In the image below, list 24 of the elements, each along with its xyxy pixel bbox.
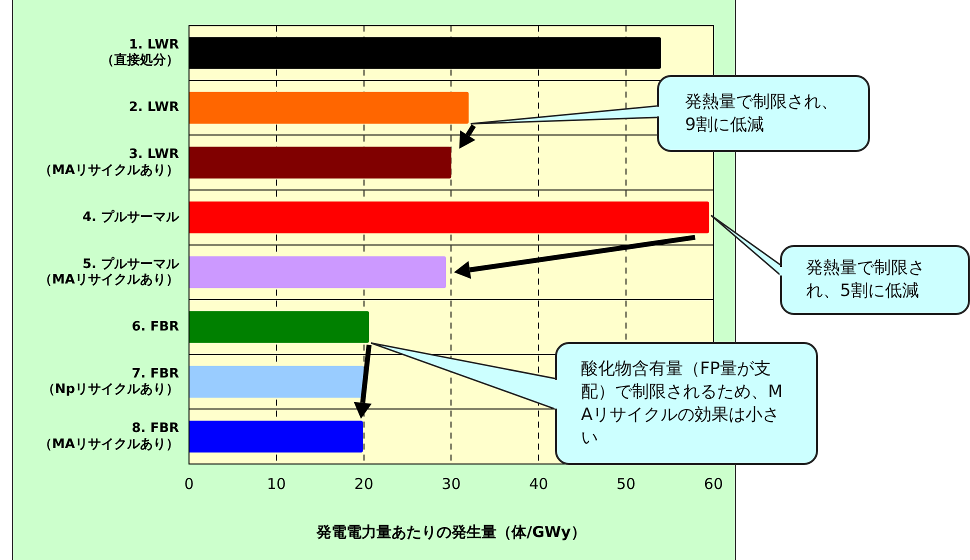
bar: [190, 420, 363, 452]
x-tick-label: 20: [354, 474, 374, 493]
x-tick-label: 10: [266, 474, 286, 493]
annotation: 発熱量で制限され、9割に低減: [685, 90, 839, 136]
y-tick-label: 6. FBR: [132, 319, 179, 334]
bar: [190, 256, 446, 288]
bar: [190, 92, 469, 124]
y-tick-label: 4. プルサーマル: [82, 208, 180, 225]
y-tick-label: 8. FBR（MAリサイクルあり）: [39, 421, 179, 452]
x-tick-label: 30: [442, 474, 461, 493]
y-tick-label: 7. FBR（Npリサイクルあり）: [42, 366, 179, 397]
y-tick-label: 5. プルサーマル（MAリサイクルあり）: [39, 256, 180, 288]
y-tick-label: 2. LWR: [128, 100, 179, 116]
x-tick-label: 50: [616, 474, 636, 493]
annotation: 酸化物含有量（FP量が支配）で制限されるため、MAリサイクルの効果は小さい: [581, 358, 784, 450]
x-tick-label: 0: [184, 474, 194, 493]
y-tick-label: 3. LWR（MAリサイクルあり）: [39, 147, 179, 178]
text: 発熱量で制限され、5割に低減: [806, 257, 926, 303]
x-axis-title: 発電電力量あたりの発生量（体/GWy）: [316, 522, 586, 541]
x-tick-label: 60: [704, 474, 724, 493]
x-tick-label: 40: [529, 474, 548, 493]
bar: [190, 146, 452, 178]
bar: [190, 311, 370, 343]
y-tick-label: 1. LWR（直接処分）: [101, 38, 179, 68]
